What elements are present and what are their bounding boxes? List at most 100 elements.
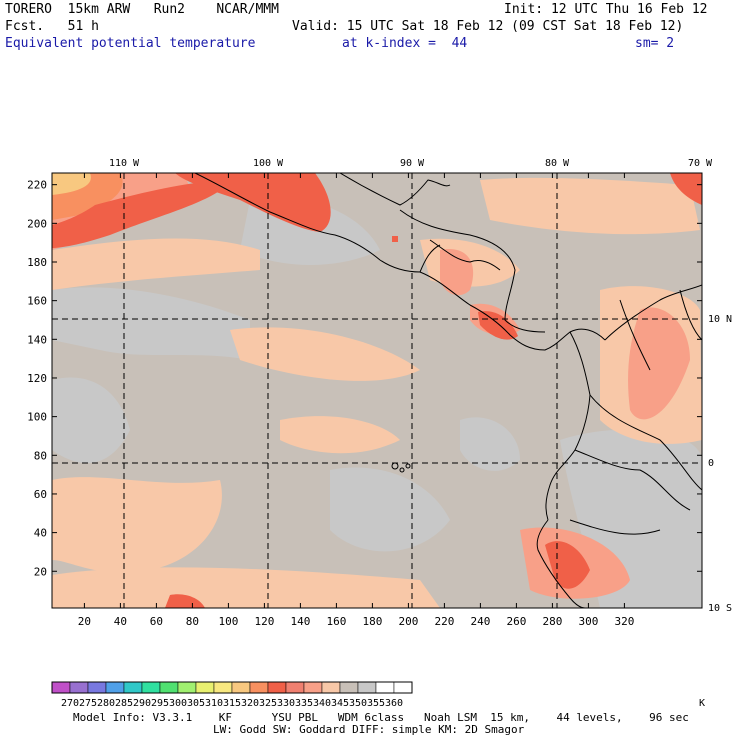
smoothing-info: sm= 2 <box>635 36 675 51</box>
red-spot <box>392 236 398 242</box>
colorbar-label: 345 <box>331 698 349 709</box>
colorbar-segment <box>177 681 197 694</box>
model-info: Model Info: V3.3.1 KF YSU PBL WDM 6class… <box>73 711 689 724</box>
lon-label: 80 W <box>545 158 570 169</box>
coastline-mexico <box>194 173 421 273</box>
y-tick-label: 220 <box>27 179 47 192</box>
level-info: at k-index = 44 <box>342 36 468 51</box>
field-layer <box>52 173 702 608</box>
red-zone <box>52 180 230 248</box>
x-tick-label: 80 <box>186 615 199 628</box>
colorbar-label: 285 <box>115 698 133 709</box>
x-tick-label: 160 <box>326 615 346 628</box>
border-inland-4 <box>429 239 501 271</box>
y-tick-label: 200 <box>27 217 47 230</box>
x-tick-label: 180 <box>362 615 382 628</box>
colorbar-segment <box>105 681 125 694</box>
lon-label: 90 W <box>400 158 425 169</box>
x-tick-label: 120 <box>254 615 274 628</box>
graticule <box>52 173 702 608</box>
grey-zone <box>460 417 520 471</box>
grey-zone <box>330 467 450 552</box>
colorbar-segment <box>249 681 269 694</box>
x-axis-ticks: 20 40 60 80 100 120 140 160 180 200 220 240 260 280 30… <box>78 173 634 628</box>
colorbar-segment <box>339 681 359 694</box>
colorbar-segment <box>123 681 143 694</box>
valid-time: Valid: 15 UTC Sat 18 Feb 12 (09 CST Sat … <box>292 19 684 34</box>
colorbar-label: 290 <box>133 698 151 709</box>
colorbar-segment <box>375 681 395 694</box>
peach-zone <box>280 416 400 454</box>
colorbar-segment <box>231 681 251 694</box>
colorbar-label: 320 <box>241 698 259 709</box>
y-tick-label: 100 <box>27 411 47 424</box>
x-tick-label: 240 <box>470 615 490 628</box>
peach-zone <box>52 567 440 608</box>
colorbar-label: 270 <box>61 698 79 709</box>
peach-zone <box>52 477 222 573</box>
lat-label: 10 S <box>708 603 732 614</box>
x-tick-label: 220 <box>434 615 454 628</box>
salmon-zone <box>628 307 690 420</box>
colorbar-segment <box>357 681 377 694</box>
colorbar-label: 310 <box>205 698 223 709</box>
colorbar-segment <box>303 681 323 694</box>
colorbar-segment <box>195 681 215 694</box>
colorbar-label: 335 <box>295 698 313 709</box>
plot-frame <box>51 172 703 609</box>
x-tick-label: 320 <box>614 615 634 628</box>
peach-zone <box>480 177 700 235</box>
x-tick-label: 20 <box>78 615 91 628</box>
colorbar-label: 340 <box>313 698 331 709</box>
coastline-venezuela <box>604 284 702 341</box>
colorbar-label: 300 <box>169 698 187 709</box>
red-zone <box>545 541 590 589</box>
y-tick-label: 20 <box>34 565 47 578</box>
y-tick-label: 60 <box>34 488 47 501</box>
coastline-ecuador-peru <box>536 519 586 608</box>
field-name: Equivalent potential temperature <box>5 36 256 51</box>
y-tick-label: 40 <box>34 527 47 540</box>
red-zone <box>165 594 205 608</box>
coastlines <box>194 173 702 608</box>
colorbar-segment <box>267 681 287 694</box>
colorbar-label: 360 <box>385 698 403 709</box>
x-tick-label: 200 <box>398 615 418 628</box>
lat-label: 0 <box>708 458 714 469</box>
colorbar-segment <box>321 681 341 694</box>
colorbar-label: 280 <box>97 698 115 709</box>
border-inland-2 <box>574 449 691 511</box>
colorbar-segment <box>51 681 71 694</box>
x-tick-label: 300 <box>578 615 598 628</box>
forecast-hour: Fcst. 51 h <box>5 19 99 34</box>
galapagos <box>399 467 405 473</box>
colorbar: 270 275 280 285 290 295 300 305 310 315 320 325 330 3… <box>51 681 705 709</box>
colorbar-segment <box>213 681 233 694</box>
y-tick-label: 80 <box>34 449 47 462</box>
x-tick-label: 260 <box>506 615 526 628</box>
colorbar-segment <box>285 681 305 694</box>
red-zone <box>175 173 331 232</box>
border-inland-1 <box>589 394 702 491</box>
colorbar-label: 305 <box>187 698 205 709</box>
peach-zone <box>230 327 420 381</box>
lon-label: 70 W <box>688 158 713 169</box>
model-title: TORERO 15km ARW Run2 NCAR/MMM <box>5 2 279 17</box>
colorbar-label: 355 <box>367 698 385 709</box>
border-inland-7 <box>679 289 702 341</box>
colorbar-label: 295 <box>151 698 169 709</box>
physics-info: LW: Godd SW: Goddard DIFF: simple KM: 2D… <box>213 723 525 736</box>
y-tick-label: 180 <box>27 256 47 269</box>
x-tick-label: 280 <box>542 615 562 628</box>
grey-zone <box>52 377 130 464</box>
colorbar-segment <box>87 681 107 694</box>
lat-label: 10 N <box>708 314 732 325</box>
coastline-caribbean <box>399 209 546 333</box>
colorbar-label: 315 <box>223 698 241 709</box>
lon-label: 100 W <box>253 158 284 169</box>
init-time: Init: 12 UTC Thu 16 Feb 12 <box>504 2 708 17</box>
colorbar-segment <box>69 681 89 694</box>
red-zone <box>670 173 702 205</box>
colorbar-segment <box>159 681 179 694</box>
